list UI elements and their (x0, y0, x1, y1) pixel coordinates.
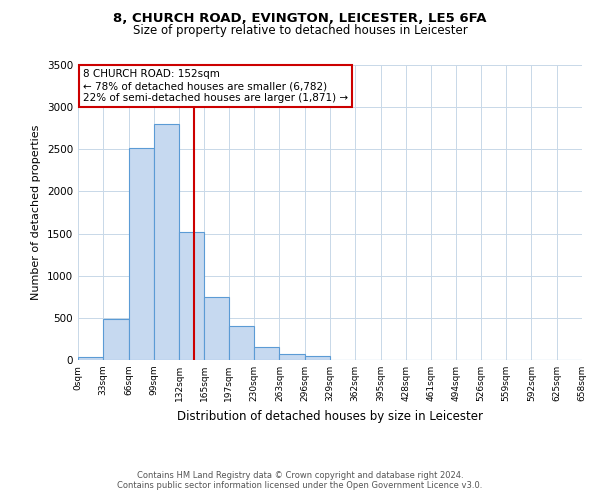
Bar (128, 148, 154, 360)
Y-axis label: Number of detached properties: Number of detached properties (31, 125, 41, 300)
Bar (179, 232, 205, 360)
Bar (103, 318, 128, 360)
Text: Contains public sector information licensed under the Open Government Licence v3: Contains public sector information licen… (118, 481, 482, 490)
Bar (78, 358, 103, 360)
Bar (280, 354, 305, 360)
Bar (305, 356, 330, 360)
Bar (154, 124, 179, 360)
Text: Contains HM Land Registry data © Crown copyright and database right 2024.: Contains HM Land Registry data © Crown c… (137, 471, 463, 480)
Text: 8 CHURCH ROAD: 152sqm
← 78% of detached houses are smaller (6,782)
22% of semi-d: 8 CHURCH ROAD: 152sqm ← 78% of detached … (83, 70, 348, 102)
Bar (229, 326, 254, 360)
Text: 8, CHURCH ROAD, EVINGTON, LEICESTER, LE5 6FA: 8, CHURCH ROAD, EVINGTON, LEICESTER, LE5… (113, 12, 487, 26)
Bar (205, 297, 229, 360)
Text: Size of property relative to detached houses in Leicester: Size of property relative to detached ho… (133, 24, 467, 37)
X-axis label: Distribution of detached houses by size in Leicester: Distribution of detached houses by size … (177, 410, 483, 422)
Bar (254, 347, 280, 360)
